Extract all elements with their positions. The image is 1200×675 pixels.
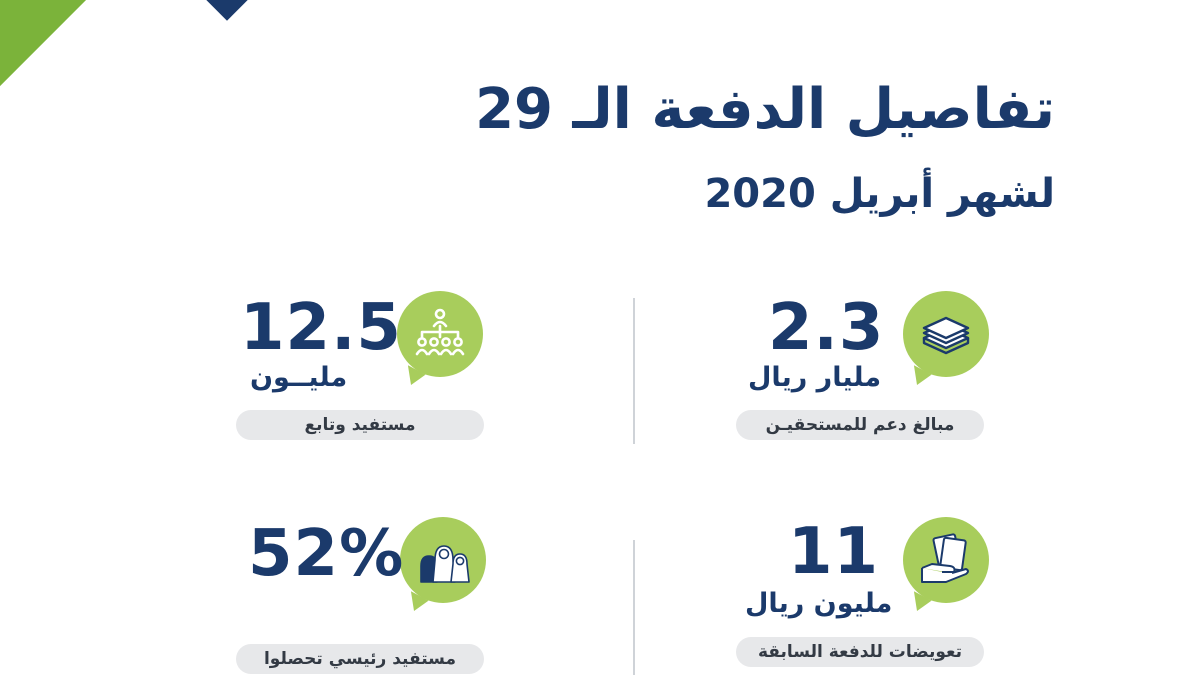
hand-cash-icon xyxy=(903,517,989,603)
column-divider-bottom xyxy=(633,540,635,675)
stat-label-pill: مستفيد وتابع xyxy=(236,410,484,440)
stat-value: 52% xyxy=(248,517,405,591)
stat-unit: مليار ريال xyxy=(748,362,882,393)
stat-unit: مليــون xyxy=(250,362,348,393)
corner-decoration-navy xyxy=(197,0,257,21)
page-subtitle: لشهر أبريل 2020 xyxy=(704,171,1055,217)
stat-value: 11 xyxy=(788,515,880,589)
money-stack-icon xyxy=(903,291,989,377)
page-title: تفاصيل الدفعة الـ 29 xyxy=(475,77,1055,142)
column-divider-top xyxy=(633,298,635,444)
stat-label-pill: مبالغ دعم للمستحقيـن xyxy=(736,410,984,440)
stat-label-pill: تعويضات للدفعة السابقة xyxy=(736,637,984,667)
family-tree-icon xyxy=(397,291,483,377)
people-group-icon xyxy=(400,517,486,603)
corner-decoration-green xyxy=(0,0,102,92)
stat-unit: مليون ريال xyxy=(745,588,893,619)
stat-value: 2.3 xyxy=(768,291,885,365)
stat-label-pill: مستفيد رئيسي تحصلوا xyxy=(236,644,484,674)
stat-value: 12.5 xyxy=(240,291,402,365)
